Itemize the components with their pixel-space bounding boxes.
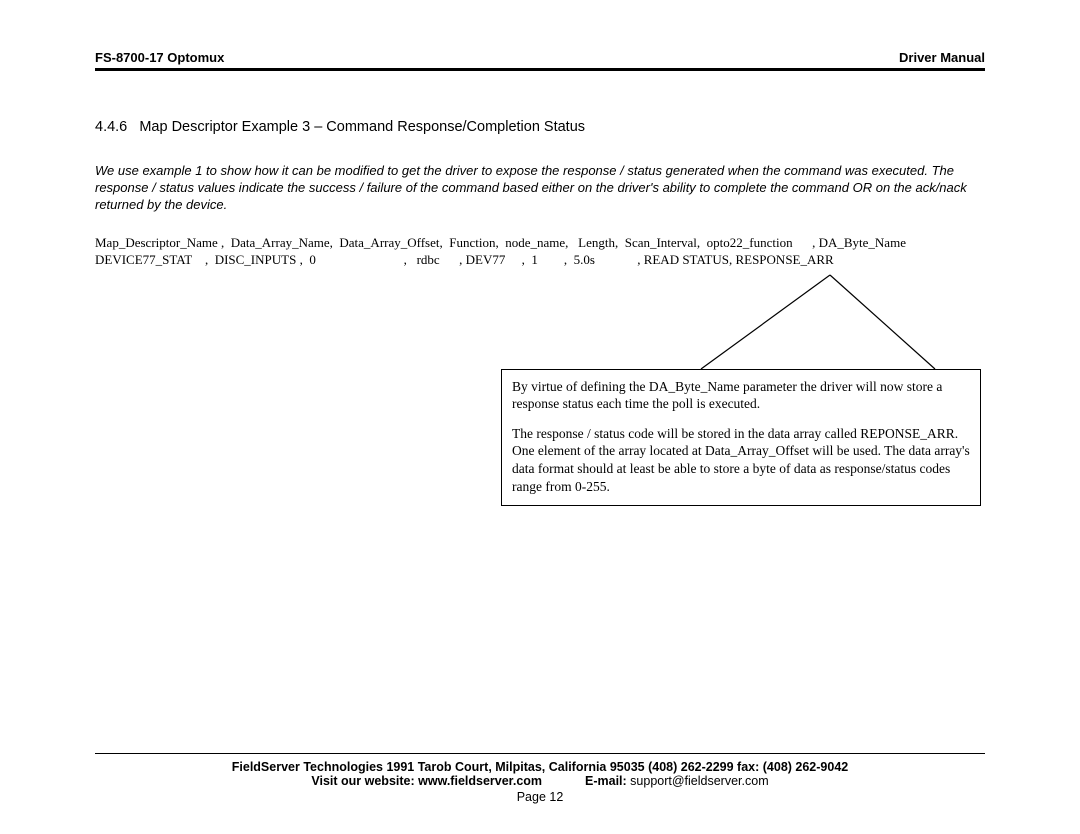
page-header: FS-8700-17 Optomux Driver Manual bbox=[95, 50, 985, 65]
section-number: 4.4.6 bbox=[95, 119, 127, 135]
callout-p2: The response / status code will be store… bbox=[512, 425, 970, 495]
page-footer: FieldServer Technologies 1991 Tarob Cour… bbox=[95, 753, 985, 804]
config-data-line: DEVICE77_STAT , DISC_INPUTS , 0 , rdbc ,… bbox=[95, 251, 985, 269]
callout-box: By virtue of defining the DA_Byte_Name p… bbox=[501, 369, 981, 506]
footer-address: FieldServer Technologies 1991 Tarob Cour… bbox=[95, 760, 985, 774]
intro-paragraph: We use example 1 to show how it can be m… bbox=[95, 163, 985, 214]
footer-visit-label: Visit our website: bbox=[311, 774, 414, 788]
footer-email-value: support@fieldserver.com bbox=[630, 774, 768, 788]
footer-rule bbox=[95, 753, 985, 754]
footer-contact: Visit our website: www.fieldserver.com E… bbox=[95, 774, 985, 788]
footer-email-label: E-mail: bbox=[585, 774, 627, 788]
section-title: Map Descriptor Example 3 – Command Respo… bbox=[139, 119, 585, 135]
config-header-line: Map_Descriptor_Name , Data_Array_Name, D… bbox=[95, 234, 985, 252]
header-left: FS-8700-17 Optomux bbox=[95, 50, 224, 65]
callout-p1: By virtue of defining the DA_Byte_Name p… bbox=[512, 378, 970, 413]
header-right: Driver Manual bbox=[899, 50, 985, 65]
section-heading: 4.4.6 Map Descriptor Example 3 – Command… bbox=[95, 119, 985, 135]
callout-region: By virtue of defining the DA_Byte_Name p… bbox=[95, 269, 985, 579]
footer-page-number: Page 12 bbox=[95, 790, 985, 804]
footer-visit-value: www.fieldserver.com bbox=[418, 774, 542, 788]
header-rule bbox=[95, 68, 985, 71]
